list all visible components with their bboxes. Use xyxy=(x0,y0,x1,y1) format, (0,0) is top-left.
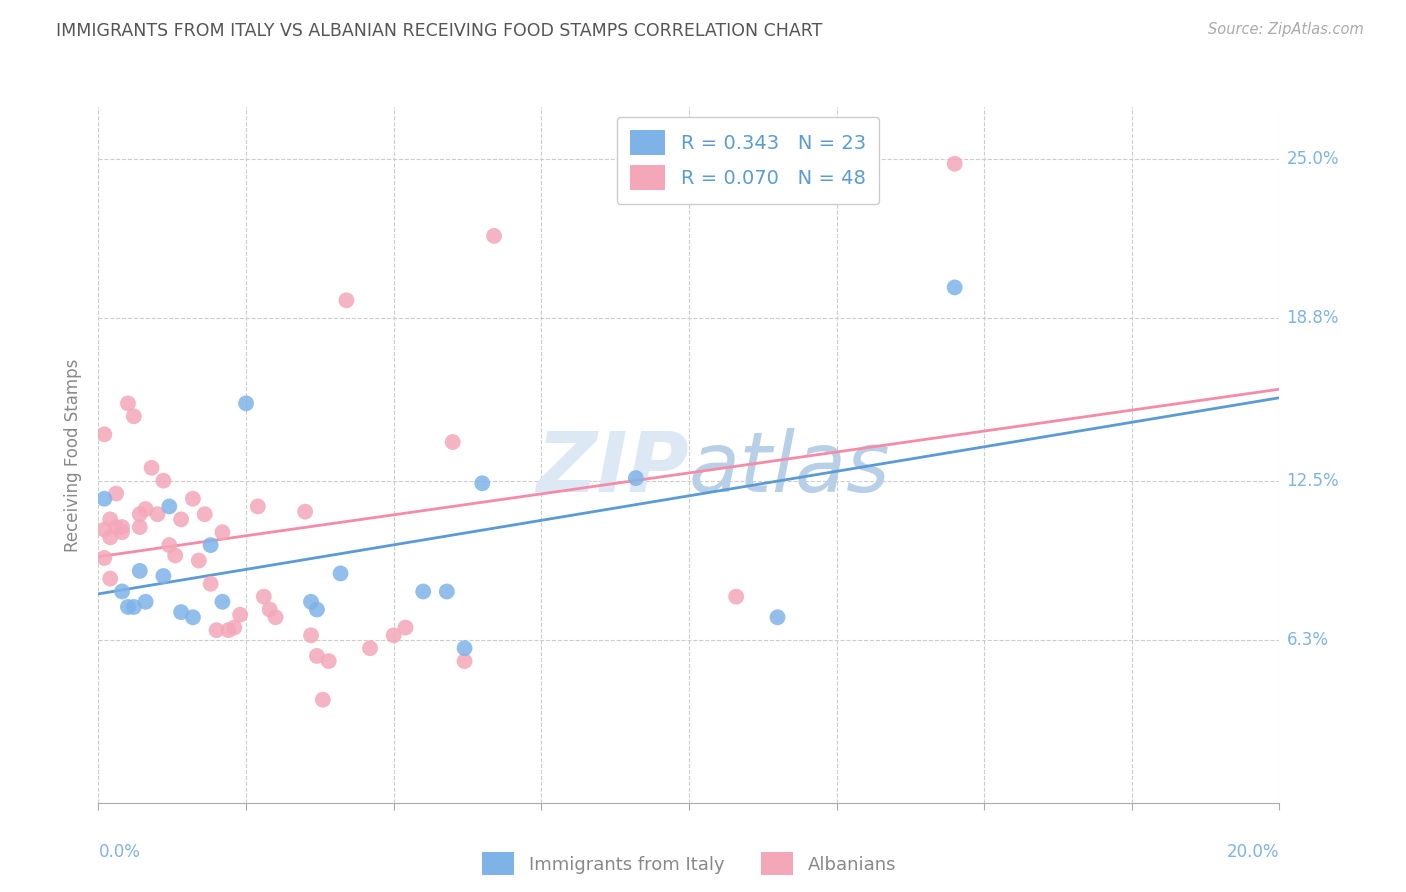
Point xyxy=(93,427,115,442)
Point xyxy=(305,648,328,663)
Point xyxy=(312,692,335,706)
Point xyxy=(146,507,169,521)
Text: atlas: atlas xyxy=(689,428,890,509)
Point xyxy=(725,590,748,604)
Point xyxy=(187,553,209,567)
Point xyxy=(170,512,193,526)
Point xyxy=(141,460,163,475)
Point xyxy=(122,409,145,424)
Point xyxy=(766,610,789,624)
Point xyxy=(152,474,174,488)
Point xyxy=(264,610,287,624)
Point xyxy=(329,566,352,581)
Point xyxy=(93,491,115,506)
Text: 0.0%: 0.0% xyxy=(98,843,141,861)
Point xyxy=(117,599,139,614)
Point xyxy=(194,507,217,521)
Point xyxy=(211,525,233,540)
Point xyxy=(453,654,475,668)
Point xyxy=(482,228,505,243)
Point xyxy=(235,396,257,410)
Point xyxy=(200,538,222,552)
Text: ZIP: ZIP xyxy=(536,428,689,509)
Text: Source: ZipAtlas.com: Source: ZipAtlas.com xyxy=(1208,22,1364,37)
Legend: Immigrants from Italy, Albanians: Immigrants from Italy, Albanians xyxy=(472,843,905,884)
Point xyxy=(111,525,134,540)
Point xyxy=(157,538,180,552)
Point xyxy=(128,520,150,534)
Point xyxy=(105,486,128,500)
Point xyxy=(224,621,246,635)
Point xyxy=(165,549,187,563)
Point xyxy=(246,500,269,514)
Point xyxy=(471,476,494,491)
Point xyxy=(943,157,966,171)
Point xyxy=(122,599,145,614)
Point xyxy=(181,491,204,506)
Point xyxy=(170,605,193,619)
Point xyxy=(382,628,405,642)
Point xyxy=(205,623,228,637)
Point xyxy=(229,607,252,622)
Point xyxy=(294,505,316,519)
Point xyxy=(111,520,134,534)
Point xyxy=(152,569,174,583)
Point xyxy=(253,590,276,604)
Point xyxy=(624,471,647,485)
Point xyxy=(217,623,239,637)
Point xyxy=(157,500,180,514)
Text: IMMIGRANTS FROM ITALY VS ALBANIAN RECEIVING FOOD STAMPS CORRELATION CHART: IMMIGRANTS FROM ITALY VS ALBANIAN RECEIV… xyxy=(56,22,823,40)
Point xyxy=(200,576,222,591)
Point xyxy=(105,520,128,534)
Point xyxy=(318,654,340,668)
Text: 12.5%: 12.5% xyxy=(1286,472,1339,490)
Point xyxy=(128,507,150,521)
Point xyxy=(135,502,157,516)
Point xyxy=(394,621,416,635)
Text: 18.8%: 18.8% xyxy=(1286,310,1339,327)
Point xyxy=(93,551,115,566)
Point xyxy=(299,595,322,609)
Point xyxy=(128,564,150,578)
Text: 20.0%: 20.0% xyxy=(1227,843,1279,861)
Point xyxy=(93,523,115,537)
Point xyxy=(436,584,458,599)
Text: 25.0%: 25.0% xyxy=(1286,150,1339,168)
Point xyxy=(359,641,381,656)
Point xyxy=(117,396,139,410)
Point xyxy=(111,584,134,599)
Point xyxy=(453,641,475,656)
Point xyxy=(181,610,204,624)
Text: 6.3%: 6.3% xyxy=(1286,632,1329,649)
Point xyxy=(259,602,281,616)
Point xyxy=(335,293,357,308)
Point xyxy=(135,595,157,609)
Point xyxy=(441,435,464,450)
Y-axis label: Receiving Food Stamps: Receiving Food Stamps xyxy=(65,359,83,551)
Point xyxy=(412,584,434,599)
Point xyxy=(98,512,121,526)
Point xyxy=(211,595,233,609)
Point xyxy=(943,280,966,294)
Point xyxy=(98,572,121,586)
Point xyxy=(305,602,328,616)
Point xyxy=(98,530,121,544)
Point xyxy=(299,628,322,642)
